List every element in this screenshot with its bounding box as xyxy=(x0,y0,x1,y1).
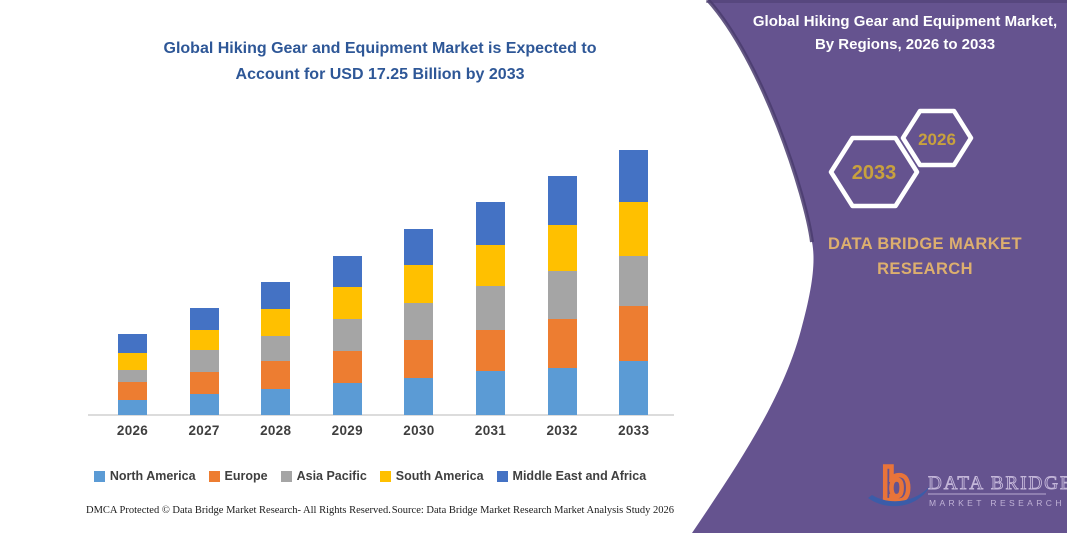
legend-label-europe: Europe xyxy=(224,469,268,483)
legend-swatch-europe xyxy=(208,470,220,482)
x-axis-label-2031: 2031 xyxy=(474,423,507,438)
bar-segment-middle-east-and-africa-2031 xyxy=(476,202,505,246)
bar-segment-middle-east-and-africa-2032 xyxy=(547,175,577,225)
legend-swatch-north-america xyxy=(93,470,105,482)
legend-item-asia-pacific: Asia Pacific xyxy=(280,469,367,483)
dmca-text: DMCA Protected © Data Bridge Market Rese… xyxy=(86,505,391,516)
logo-subtext: MARKET RESEARCH xyxy=(929,498,1065,508)
bar-segment-europe-2028 xyxy=(261,361,291,389)
bar-segment-europe-2026 xyxy=(118,381,147,400)
bar-segment-north-america-2032 xyxy=(547,367,577,415)
bar-segment-south-america-2029 xyxy=(332,287,362,320)
bar-segment-middle-east-and-africa-2030 xyxy=(404,228,434,266)
hexagon-2033 xyxy=(828,135,920,209)
bar-segment-asia-pacific-2030 xyxy=(404,302,434,341)
bar-segment-south-america-2028 xyxy=(261,309,291,336)
bar-segment-europe-2027 xyxy=(189,371,219,394)
hexagon-2026 xyxy=(900,108,974,168)
hexagon-2026-label: 2026 xyxy=(918,130,956,149)
bar-segment-north-america-2031 xyxy=(476,370,505,415)
source-text: Source: Data Bridge Market Research Mark… xyxy=(391,505,674,516)
legend-label-north-america: North America xyxy=(109,469,196,483)
brand-name-line2: RESEARCH xyxy=(877,260,973,278)
legend-item-north-america: North America xyxy=(93,469,196,483)
bar-segment-south-america-2033 xyxy=(619,202,649,257)
stacked-bar-chart: 2026 2027 2028 2029 2030 2031 2032 2033 xyxy=(88,150,674,438)
bar-segment-south-america-2027 xyxy=(189,330,219,351)
x-axis-line xyxy=(88,414,674,416)
panel-top-shadow xyxy=(706,0,1067,3)
bar-segment-asia-pacific-2031 xyxy=(476,285,505,330)
legend-label-middle-east-and-africa: Middle East and Africa xyxy=(512,469,647,483)
legend-swatch-south-america xyxy=(379,470,391,482)
bar-segment-europe-2033 xyxy=(619,306,649,361)
legend-swatch-asia-pacific xyxy=(280,470,292,482)
bar-segment-south-america-2026 xyxy=(118,352,147,371)
bar-segment-asia-pacific-2028 xyxy=(261,335,291,362)
bar-segment-south-america-2031 xyxy=(476,245,505,286)
bar-segment-south-america-2030 xyxy=(404,265,434,303)
chart-title-line2: Account for USD 17.25 Billion by 2033 xyxy=(235,66,525,83)
right-panel-title: Global Hiking Gear and Equipment Market,… xyxy=(752,13,1058,53)
chart-title: Global Hiking Gear and Equipment Market … xyxy=(70,36,690,88)
bar-segment-middle-east-and-africa-2033 xyxy=(619,150,649,203)
logo-swoosh xyxy=(868,486,930,507)
bar-segment-europe-2032 xyxy=(547,319,577,368)
dbmr-logo: b DATA BRIDGE MARKET RESEARCH xyxy=(868,456,1067,512)
legend-item-europe: Europe xyxy=(208,469,268,483)
bar-segment-south-america-2032 xyxy=(547,224,577,272)
x-axis-label-2032: 2032 xyxy=(546,423,578,438)
bar-segment-asia-pacific-2029 xyxy=(332,319,362,352)
x-axis-label-2029: 2029 xyxy=(331,423,363,438)
bar-segment-middle-east-and-africa-2028 xyxy=(261,281,291,310)
bar-segment-europe-2031 xyxy=(476,329,505,371)
hexagon-2033-label: 2033 xyxy=(852,162,897,184)
bar-segment-asia-pacific-2027 xyxy=(189,350,219,372)
x-axis-label-2028: 2028 xyxy=(260,423,292,438)
legend-label-south-america: South America xyxy=(395,469,484,483)
x-axis-label-2027: 2027 xyxy=(188,423,220,438)
legend-item-middle-east-and-africa: Middle East and Africa xyxy=(496,469,647,483)
logo-wordmark: DATA BRIDGE xyxy=(928,473,1067,494)
legend-swatch-middle-east-and-africa xyxy=(496,470,508,482)
bar-segment-middle-east-and-africa-2026 xyxy=(118,334,147,353)
bar-segment-asia-pacific-2026 xyxy=(118,370,147,382)
bar-segment-north-america-2027 xyxy=(189,393,219,415)
panel-shape xyxy=(692,0,1067,533)
panel-edge-shadow xyxy=(706,0,814,243)
brand-name: DATA BRIDGE MARKET RESEARCH xyxy=(798,232,1052,282)
bar-segment-north-america-2033 xyxy=(619,360,649,415)
legend-item-south-america: South America xyxy=(379,469,484,483)
x-axis-label-2033: 2033 xyxy=(618,423,650,438)
bar-segment-middle-east-and-africa-2029 xyxy=(332,256,362,288)
bar-segment-asia-pacific-2033 xyxy=(619,256,649,307)
bar-segment-north-america-2030 xyxy=(404,377,434,415)
bar-segment-europe-2029 xyxy=(332,351,362,383)
bar-segment-middle-east-and-africa-2027 xyxy=(189,307,219,331)
x-axis-label-2026: 2026 xyxy=(116,423,149,438)
bar-segment-north-america-2028 xyxy=(261,388,291,415)
legend-label-asia-pacific: Asia Pacific xyxy=(296,469,367,483)
chart-legend: North America Europe Asia Pacific South Ame… xyxy=(55,469,685,483)
bar-segment-north-america-2026 xyxy=(118,399,147,415)
x-axis-label-2030: 2030 xyxy=(403,423,435,438)
bar-segment-europe-2030 xyxy=(404,340,434,378)
brand-name-line1: DATA BRIDGE MARKET xyxy=(828,235,1022,253)
chart-title-line1: Global Hiking Gear and Equipment Market … xyxy=(163,40,597,57)
bar-segment-north-america-2029 xyxy=(332,382,362,415)
bar-segment-asia-pacific-2032 xyxy=(547,271,577,320)
footer: DMCA Protected © Data Bridge Market Rese… xyxy=(86,505,674,516)
